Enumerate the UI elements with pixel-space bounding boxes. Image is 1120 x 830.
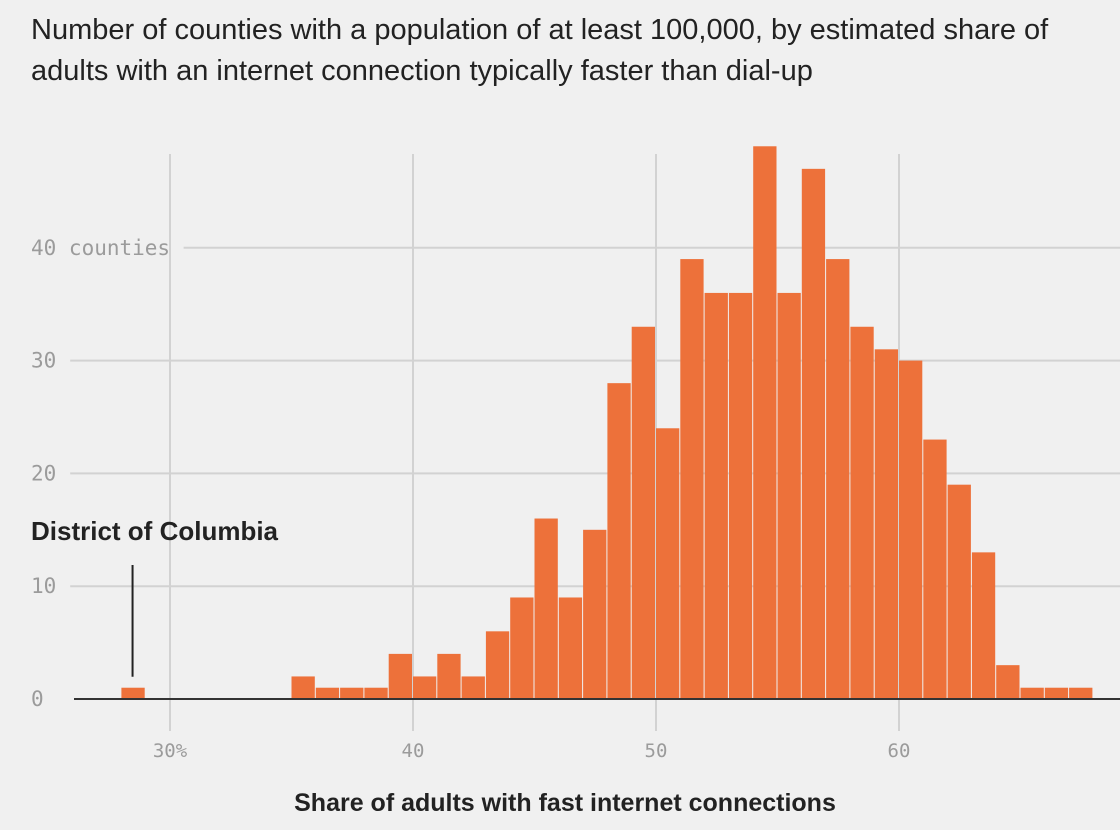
histogram-bar bbox=[510, 597, 534, 699]
histogram-bar bbox=[413, 676, 437, 699]
x-axis-label: Share of adults with fast internet conne… bbox=[294, 789, 836, 817]
y-axis-ticks: 0 10 20 30 40 counties bbox=[31, 236, 170, 711]
histogram-bar bbox=[680, 259, 704, 699]
y-tick-label: 0 bbox=[31, 687, 44, 711]
histogram-bar bbox=[923, 439, 947, 699]
histogram-bar bbox=[801, 168, 826, 700]
histogram-bar bbox=[631, 326, 655, 699]
y-tick-label: 10 bbox=[31, 574, 56, 598]
histogram-bar bbox=[1020, 687, 1044, 699]
histogram-bar bbox=[777, 292, 801, 699]
x-axis-ticks: 30% 40 50 60 bbox=[153, 740, 911, 762]
histogram-bar bbox=[1044, 687, 1069, 699]
histogram-bar bbox=[971, 552, 996, 699]
histogram-bar bbox=[437, 653, 461, 699]
histogram-bar bbox=[850, 326, 874, 699]
annotation-label: District of Columbia bbox=[31, 516, 279, 546]
histogram-bar bbox=[121, 687, 145, 699]
histogram-bars bbox=[121, 146, 1093, 700]
annotations: District of Columbia bbox=[31, 516, 279, 677]
histogram-bar bbox=[315, 687, 340, 699]
histogram-bar bbox=[656, 428, 680, 699]
y-tick-label: 20 bbox=[31, 461, 56, 485]
y-tick-label: 40 counties bbox=[31, 236, 170, 260]
histogram-bar bbox=[753, 146, 777, 699]
histogram-bar bbox=[899, 360, 923, 699]
histogram-bar bbox=[291, 676, 315, 699]
histogram-bar bbox=[558, 597, 583, 699]
histogram-bar bbox=[485, 631, 510, 699]
chart-title: Number of counties with a population of … bbox=[31, 14, 1049, 87]
x-tick-label: 60 bbox=[888, 740, 911, 762]
histogram-bar bbox=[826, 259, 850, 699]
histogram-bar bbox=[364, 687, 388, 699]
histogram-bar bbox=[728, 292, 753, 699]
histogram-bar bbox=[1069, 687, 1093, 699]
x-tick-label: 30% bbox=[153, 740, 188, 762]
histogram-bar bbox=[874, 349, 898, 699]
y-tick-label: 30 bbox=[31, 349, 56, 373]
histogram-bar bbox=[534, 518, 558, 699]
histogram-bar bbox=[340, 687, 364, 699]
x-tick-label: 40 bbox=[402, 740, 425, 762]
histogram-bar bbox=[388, 653, 412, 699]
histogram-bar bbox=[461, 676, 485, 699]
histogram-bar bbox=[704, 292, 728, 699]
histogram-bar bbox=[607, 383, 631, 699]
histogram-bar bbox=[583, 529, 607, 699]
x-tick-label: 50 bbox=[645, 740, 668, 762]
histogram-bar bbox=[947, 484, 971, 699]
histogram-bar bbox=[996, 665, 1020, 699]
